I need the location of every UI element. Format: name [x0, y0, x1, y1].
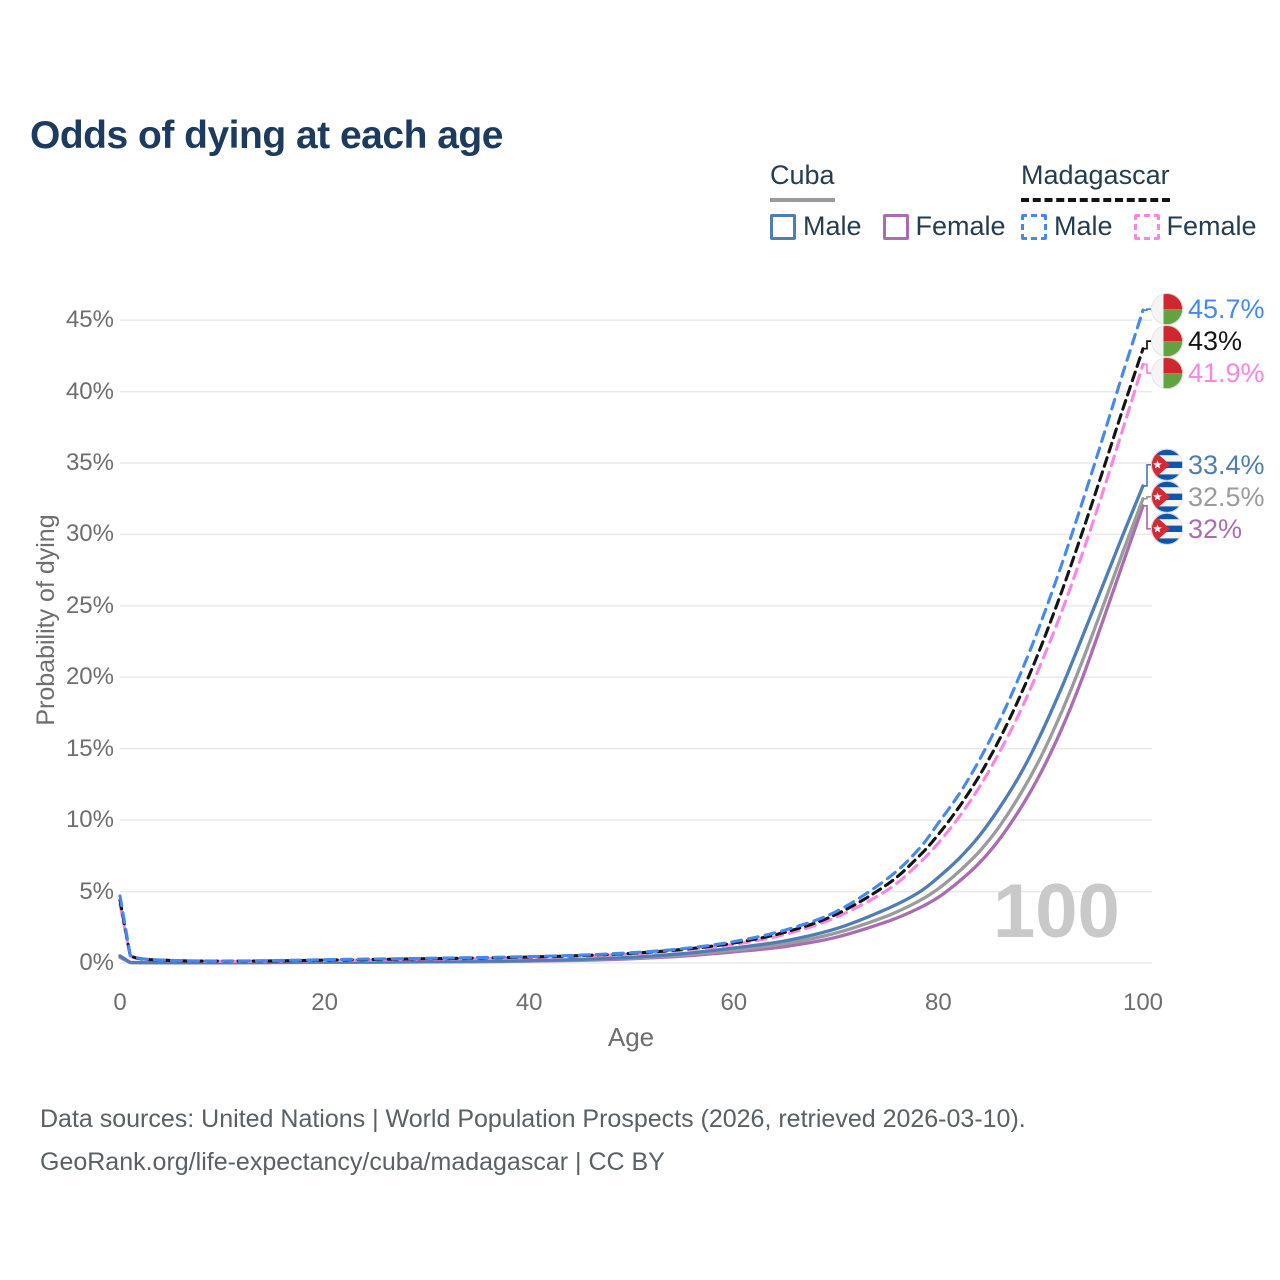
legend-country-madagascar: Madagascar	[1021, 160, 1170, 202]
series-value-label-cuba_female: 32%	[1188, 513, 1243, 544]
legend-checkbox-madagascar-female[interactable]	[1133, 213, 1160, 240]
age-watermark: 100	[993, 869, 1120, 954]
x-tick-label: 60	[720, 989, 748, 1016]
label-connector-madagascar_male	[1143, 308, 1151, 311]
series-value-label-madagascar_male: 45.7%	[1188, 294, 1265, 325]
y-tick-label: 5%	[79, 877, 114, 905]
label-connector-madagascar_overall	[1143, 340, 1151, 350]
y-tick-label: 40%	[65, 377, 114, 405]
legend-label-cuba-male: Male	[803, 211, 862, 241]
series-line-madagascar_male	[118, 308, 1145, 963]
y-tick-label: 35%	[65, 449, 114, 476]
cuba-flag-icon	[1151, 512, 1183, 545]
y-tick-label: 45%	[65, 306, 114, 334]
madagascar-flag-icon	[1151, 293, 1183, 326]
series-value-label-madagascar_female: 41.9%	[1188, 358, 1265, 389]
series-line-madagascar_female	[118, 362, 1145, 963]
madagascar-flag-icon	[1151, 357, 1183, 390]
label-connector-cuba_male	[1143, 463, 1151, 487]
cuba-flag-icon	[1151, 448, 1183, 481]
x-tick-label: 40	[515, 989, 543, 1016]
y-tick-label: 30%	[65, 520, 114, 548]
series-line-cuba_female	[118, 504, 1145, 965]
y-tick-label: 25%	[65, 591, 114, 619]
series-value-label-cuba_overall: 32.5%	[1188, 481, 1265, 512]
footer-source-line: Data sources: United Nations | World Pop…	[40, 1105, 1026, 1133]
label-connector-madagascar_female	[1143, 363, 1151, 374]
x-axis-title: Age	[607, 1022, 655, 1052]
legend-items-madagascar: Male Female	[1021, 211, 1278, 242]
x-tick-label: 20	[311, 989, 338, 1016]
footer: Data sources: United Nations | World Pop…	[40, 1098, 1026, 1184]
x-tick-label: 100	[1122, 989, 1164, 1016]
series-line-madagascar_overall	[118, 347, 1145, 963]
legend-group-cuba: Cuba Male Female	[770, 160, 1027, 242]
y-axis-title: Probability of dying	[32, 514, 60, 726]
legend-checkbox-madagascar-male[interactable]	[1021, 213, 1047, 240]
legend-group-madagascar: Madagascar Male Female	[1021, 160, 1278, 242]
legend-country-cuba: Cuba	[770, 160, 835, 202]
legend-label-madagascar-male: Male	[1054, 211, 1113, 241]
footer-url-line: GeoRank.org/life-expectancy/cuba/madagas…	[40, 1148, 665, 1176]
legend-label-madagascar-female: Female	[1166, 211, 1257, 241]
y-tick-label: 0%	[79, 949, 114, 976]
madagascar-flag-icon	[1151, 325, 1183, 358]
x-tick-label: 0	[113, 989, 127, 1016]
cuba-flag-icon	[1151, 480, 1183, 513]
series-line-cuba_male	[118, 484, 1145, 965]
legend-items-cuba: Male Female	[770, 211, 1027, 242]
series-value-label-cuba_male: 33.4%	[1188, 449, 1265, 480]
legend-checkbox-cuba-male[interactable]	[770, 213, 796, 240]
label-connector-cuba_overall	[1143, 495, 1151, 500]
series-value-label-madagascar_overall: 43%	[1188, 326, 1243, 357]
label-connector-cuba_female	[1143, 505, 1151, 530]
legend-checkbox-cuba-female[interactable]	[882, 213, 909, 240]
y-tick-label: 15%	[65, 734, 114, 762]
series-line-cuba_overall	[118, 497, 1145, 965]
x-tick-label: 80	[925, 989, 952, 1016]
y-tick-label: 10%	[65, 806, 114, 834]
y-tick-label: 20%	[65, 663, 114, 691]
chart-title: Odds of dying at each age	[30, 114, 503, 158]
legend-label-cuba-female: Female	[915, 211, 1006, 241]
